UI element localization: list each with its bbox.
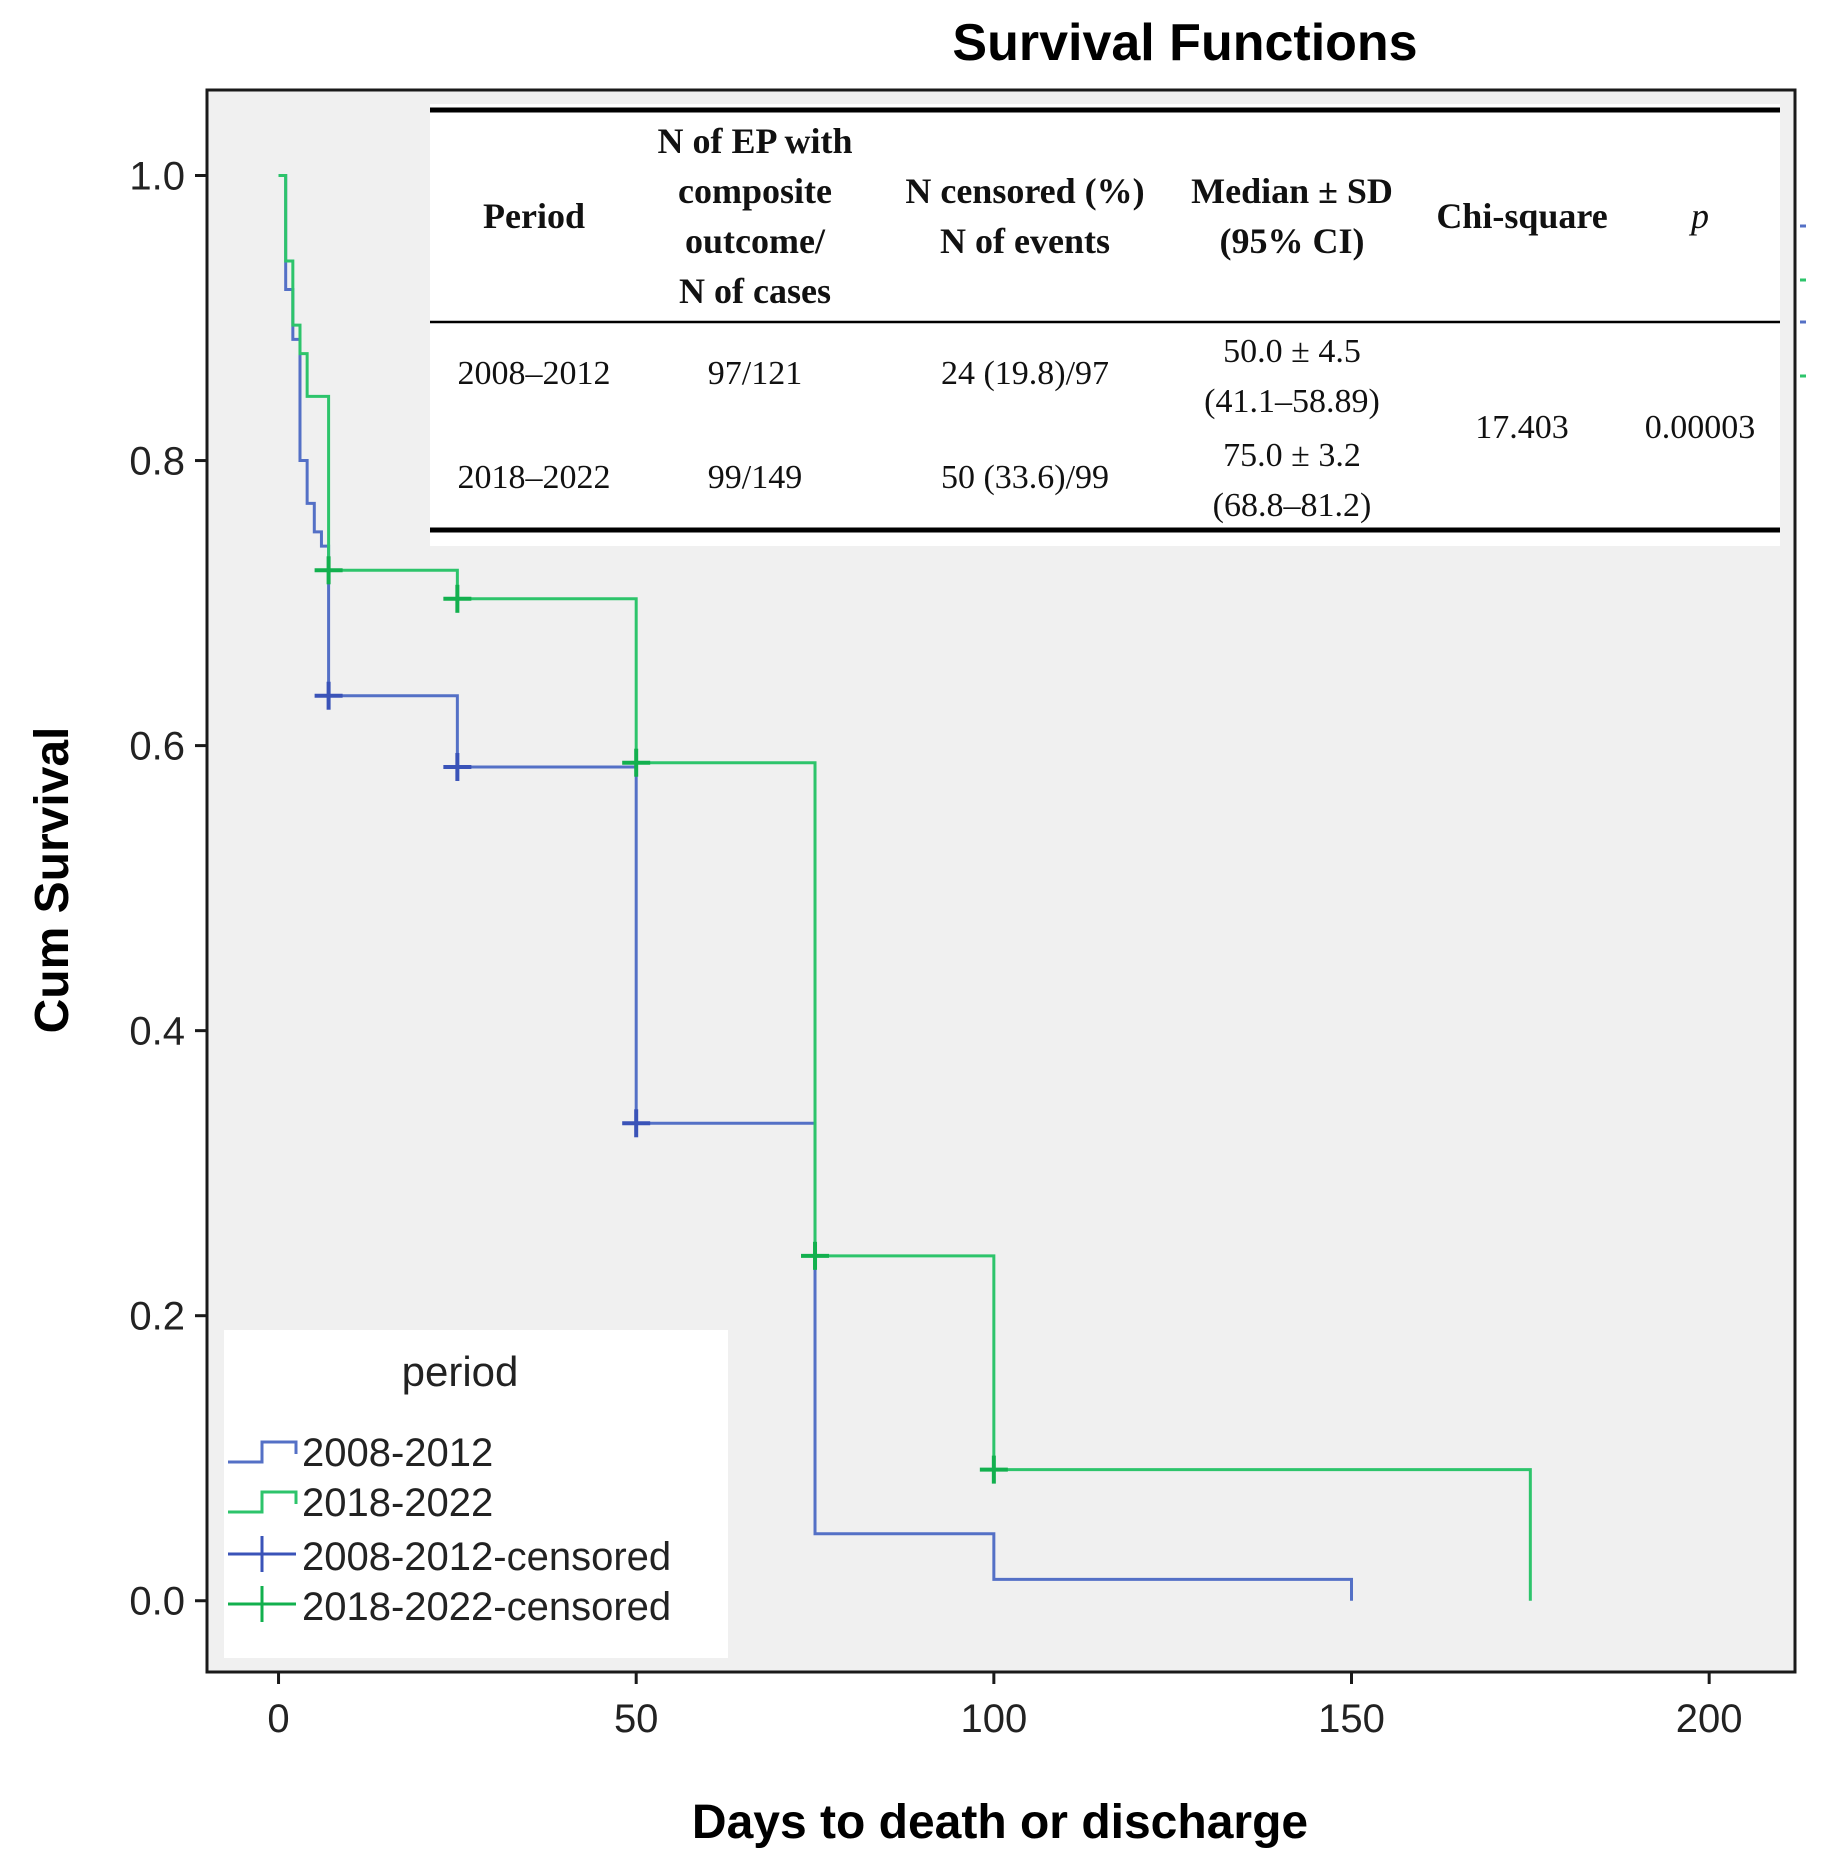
table-header-text: p [1688, 196, 1709, 236]
legend-step-symbol [228, 1440, 298, 1464]
x-tick-label: 0 [267, 1697, 289, 1741]
legend-step-symbol [228, 1490, 298, 1514]
censor-mark-2018-2022 [443, 584, 472, 613]
y-tick-label: 0.6 [129, 725, 185, 769]
censor-marks [314, 556, 1008, 1484]
y-axis-label: Cum Survival [26, 727, 79, 1034]
censor-mark-2008-2012 [622, 1109, 651, 1138]
legend-label: 2008-2012-censored [302, 1535, 671, 1579]
series-line-2008-2012 [278, 174, 1353, 1601]
table-cell-chi-square: 17.403 [1475, 409, 1569, 446]
table-cell-p-value: 0.00003 [1645, 409, 1756, 446]
table-cell-median: 50.0 ± 4.5 [1223, 333, 1361, 370]
table-cell-n-ep: 97/121 [708, 355, 802, 392]
y-tick-label: 0.0 [129, 1580, 185, 1624]
legend-items: 2008-2012 2018-2022 2008-2012-censored 2018… [228, 1431, 671, 1629]
x-axis-label: Days to death or discharge [692, 1796, 1308, 1849]
table-header-text: outcome/ [685, 221, 826, 261]
x-tick-label: 150 [1318, 1697, 1385, 1741]
table-background [430, 104, 1780, 546]
table-body: 2008–2012 97/121 24 (19.8)/97 50.0 ± 4.5 (41… [458, 333, 1756, 524]
y-axis: 0.0 0.2 0.4 0.6 0.8 1.0 [129, 155, 207, 1624]
table-cell-ci: (68.8–81.2) [1213, 487, 1372, 524]
legend-label: 2018-2022-censored [302, 1585, 671, 1629]
table-header-text: N of events [940, 221, 1110, 261]
x-tick-label: 100 [960, 1697, 1027, 1741]
y-tick-label: 0.2 [129, 1295, 185, 1339]
legend-label: 2018-2022 [302, 1481, 493, 1525]
table-header: Period N of EP with composite outcome/N of … [483, 121, 1709, 311]
legend-entry-2018-2022: 2018-2022 [228, 1481, 493, 1525]
chart-title: Survival Functions [952, 14, 1417, 72]
censor-mark-2018-2022 [801, 1241, 830, 1270]
censor-mark-2008-2012 [314, 681, 343, 710]
x-tick-label: 200 [1676, 1697, 1743, 1741]
table-cell-period: 2018–2022 [458, 459, 611, 496]
table-header-text: Chi-square [1436, 196, 1607, 236]
table-header-text: composite [678, 171, 832, 211]
censor-mark-2008-2012 [443, 752, 472, 781]
table-cell-ci: (41.1–58.89) [1204, 383, 1380, 420]
censor-mark-2018-2022 [979, 1455, 1008, 1484]
table-cell-censored: 50 (33.6)/99 [941, 459, 1109, 496]
stats-table: Period N of EP with composite outcome/N of … [430, 104, 1780, 546]
legend-label: 2008-2012 [302, 1431, 493, 1475]
censor-mark-2018-2022 [314, 556, 343, 585]
table-header-text: Period [483, 196, 585, 236]
y-tick-label: 1.0 [129, 155, 185, 199]
table-header-text: N censored (%) [905, 171, 1144, 211]
table-header-text: (95% CI) [1220, 221, 1365, 261]
legend-background [224, 1330, 728, 1658]
x-axis: 0 50 100 150 200 [267, 1672, 1743, 1741]
table-header-text: Median ± SD [1191, 171, 1393, 211]
legend-entry-2018-2022-censored: 2018-2022-censored [228, 1585, 671, 1629]
x-tick-label: 50 [614, 1697, 659, 1741]
table-header-text: N of cases [679, 271, 831, 311]
table-cell-censored: 24 (19.8)/97 [941, 355, 1109, 392]
right-edge-marks [1800, 224, 1806, 378]
censor-mark-2018-2022 [622, 748, 651, 777]
legend-entry-2008-2012: 2008-2012 [228, 1431, 493, 1475]
table-cell-period: 2008–2012 [458, 355, 611, 392]
y-tick-label: 0.8 [129, 440, 185, 484]
legend-entry-2008-2012-censored: 2008-2012-censored [228, 1535, 671, 1579]
legend-title: period [402, 1348, 519, 1395]
table-cell-n-ep: 99/149 [708, 459, 802, 496]
y-tick-label: 0.4 [129, 1010, 185, 1054]
table-cell-median: 75.0 ± 3.2 [1223, 437, 1361, 474]
table-header-text: N of EP with [657, 121, 852, 161]
legend: period 2008-2012 2018-2022 2008-2012-censo… [224, 1330, 728, 1658]
